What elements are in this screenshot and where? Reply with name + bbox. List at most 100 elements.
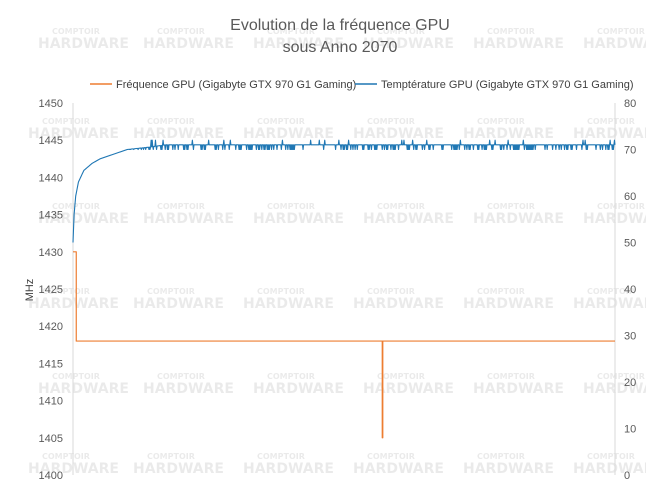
watermark-text-top: COMPTOIR — [487, 202, 535, 211]
y-tick-right: 20 — [624, 377, 636, 389]
y-tick-left: 1440 — [39, 172, 63, 184]
watermark-text-top: COMPTOIR — [477, 452, 525, 461]
watermark-text-bottom: HARDWARE — [573, 126, 646, 142]
y-tick-left: 1450 — [39, 98, 63, 110]
y-tick-left: 1400 — [39, 470, 63, 482]
watermark-text-top: COMPTOIR — [157, 27, 205, 36]
watermark-text-bottom: HARDWARE — [463, 296, 554, 312]
watermark-text-bottom: HARDWARE — [243, 126, 334, 142]
watermark-text-top: COMPTOIR — [257, 287, 305, 296]
watermark-text-bottom: HARDWARE — [573, 461, 646, 477]
y-tick-right: 0 — [624, 470, 630, 482]
watermark-text-top: COMPTOIR — [157, 202, 205, 211]
y-tick-right: 50 — [624, 238, 636, 250]
watermark-text-bottom: HARDWARE — [363, 211, 454, 227]
watermark-text-bottom: HARDWARE — [243, 461, 334, 477]
watermark-text-top: COMPTOIR — [587, 117, 635, 126]
chart-title-line-2: sous Anno 2070 — [283, 39, 398, 56]
watermark-text-top: COMPTOIR — [487, 27, 535, 36]
watermark-text-bottom: HARDWARE — [133, 296, 224, 312]
watermark-text-top: COMPTOIR — [267, 372, 315, 381]
watermark-text-top: COMPTOIR — [487, 372, 535, 381]
legend-label-frequency: Fréquence GPU (Gigabyte GTX 970 G1 Gamin… — [116, 79, 356, 91]
watermark-text-top: COMPTOIR — [52, 202, 100, 211]
y-tick-left: 1415 — [39, 358, 63, 370]
watermark-text-bottom: HARDWARE — [133, 461, 224, 477]
watermark-text-bottom: HARDWARE — [583, 36, 646, 52]
watermark-text-top: COMPTOIR — [42, 452, 90, 461]
watermark-text-top: COMPTOIR — [367, 287, 415, 296]
watermark-text-top: COMPTOIR — [147, 117, 195, 126]
watermark-text-bottom: HARDWARE — [473, 36, 564, 52]
series-line-frequency — [72, 251, 616, 439]
watermark-text-top: COMPTOIR — [377, 372, 425, 381]
watermark-text-bottom: HARDWARE — [463, 461, 554, 477]
y-tick-right: 30 — [624, 331, 636, 343]
y-tick-left: 1405 — [39, 433, 63, 445]
y-axis-left-label: MHz — [24, 279, 36, 302]
y-tick-right: 60 — [624, 191, 636, 203]
y-tick-right: 80 — [624, 98, 636, 110]
y-tick-left: 1425 — [39, 284, 63, 296]
chart-title-line-1: Evolution de la fréquence GPU — [230, 17, 450, 34]
watermark-text-top: COMPTOIR — [367, 452, 415, 461]
watermark-text-bottom: HARDWARE — [38, 381, 129, 397]
watermark-text-bottom: HARDWARE — [353, 461, 444, 477]
watermark-text-bottom: HARDWARE — [353, 296, 444, 312]
watermark-text-top: COMPTOIR — [477, 117, 525, 126]
watermark-text-bottom: HARDWARE — [143, 381, 234, 397]
watermark-text-top: COMPTOIR — [42, 117, 90, 126]
watermark-text-top: COMPTOIR — [42, 287, 90, 296]
watermark-text-top: COMPTOIR — [377, 202, 425, 211]
axes — [72, 103, 616, 475]
y-axis-right-ticks: 0 10 20 30 40 50 60 70 80 — [624, 98, 636, 482]
y-axis-left-ticks: 1400 1405 1410 1415 1420 1425 1430 1435 1440 1445… — [39, 98, 63, 482]
legend: Fréquence GPU (Gigabyte GTX 970 G1 Gamin… — [90, 79, 634, 91]
watermark-text-top: COMPTOIR — [367, 117, 415, 126]
watermark-text-top: COMPTOIR — [587, 452, 635, 461]
watermark-text-bottom: HARDWARE — [463, 126, 554, 142]
watermark-text-top: COMPTOIR — [597, 372, 645, 381]
watermark-text-top: COMPTOIR — [257, 452, 305, 461]
watermark-text-top: COMPTOIR — [147, 452, 195, 461]
watermark-text-top: COMPTOIR — [597, 27, 645, 36]
legend-label-temperature: Temptérature GPU (Gigabyte GTX 970 G1 Ga… — [381, 79, 634, 91]
watermark-text-top: COMPTOIR — [587, 287, 635, 296]
y-tick-left: 1430 — [39, 247, 63, 259]
y-tick-right: 70 — [624, 145, 636, 157]
watermark-text-bottom: HARDWARE — [363, 36, 454, 52]
watermark-text-bottom: HARDWARE — [243, 296, 334, 312]
watermark-text-top: COMPTOIR — [267, 27, 315, 36]
watermark-layer: COMPTOIRHARDWARECOMPTOIRHARDWARECOMPTOIR… — [28, 27, 646, 477]
y-tick-left: 1410 — [39, 396, 63, 408]
y-tick-left: 1420 — [39, 321, 63, 333]
watermark-text-bottom: HARDWARE — [473, 381, 564, 397]
watermark-text-bottom: HARDWARE — [143, 36, 234, 52]
watermark-text-bottom: HARDWARE — [573, 296, 646, 312]
watermark-text-bottom: HARDWARE — [38, 211, 129, 227]
